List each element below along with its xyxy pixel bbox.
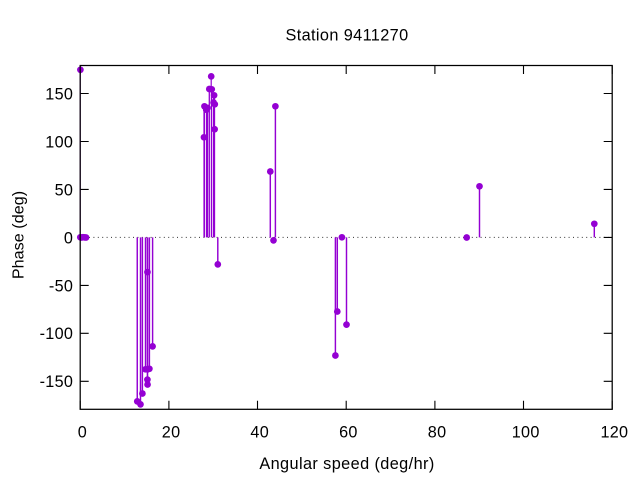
svg-text:50: 50 bbox=[55, 181, 74, 199]
svg-text:40: 40 bbox=[250, 423, 269, 441]
svg-text:0: 0 bbox=[78, 423, 87, 441]
svg-text:-50: -50 bbox=[49, 277, 73, 295]
svg-text:Station 9411270: Station 9411270 bbox=[285, 26, 408, 44]
svg-text:60: 60 bbox=[339, 423, 358, 441]
svg-text:150: 150 bbox=[45, 85, 73, 103]
svg-text:Angular speed (deg/hr): Angular speed (deg/hr) bbox=[259, 455, 434, 473]
svg-text:100: 100 bbox=[512, 423, 540, 441]
svg-text:120: 120 bbox=[600, 423, 628, 441]
svg-text:20: 20 bbox=[162, 423, 181, 441]
svg-text:-100: -100 bbox=[40, 325, 74, 343]
svg-text:0: 0 bbox=[64, 229, 73, 247]
svg-text:80: 80 bbox=[428, 423, 447, 441]
svg-text:Phase (deg): Phase (deg) bbox=[9, 191, 27, 279]
svg-text:100: 100 bbox=[45, 133, 73, 151]
svg-text:-150: -150 bbox=[40, 373, 74, 391]
